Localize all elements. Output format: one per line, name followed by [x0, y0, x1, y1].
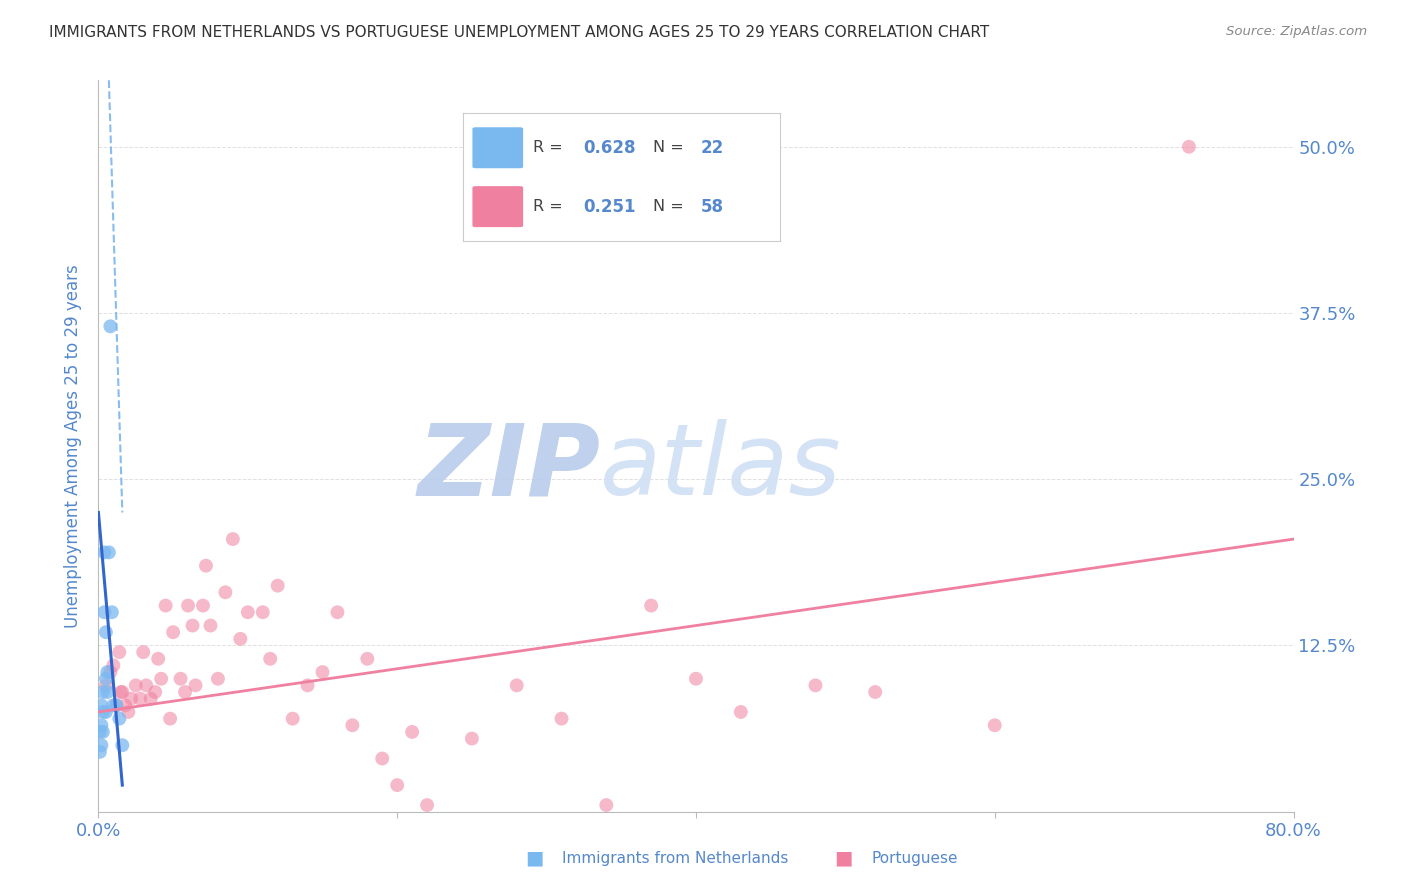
Point: [1178, 140, 1201, 154]
Point: [91, 685, 114, 699]
Point: [416, 798, 439, 813]
Point: [297, 678, 319, 692]
Point: [259, 652, 281, 666]
Text: ZIP: ZIP: [418, 419, 600, 516]
Point: [90, 738, 112, 752]
Point: [135, 678, 157, 692]
Point: [125, 678, 148, 692]
Text: Portuguese: Portuguese: [872, 851, 959, 865]
Point: [730, 705, 752, 719]
Point: [222, 532, 245, 546]
Text: atlas: atlas: [600, 419, 842, 516]
Point: [94, 705, 117, 719]
Point: [91, 725, 114, 739]
Point: [93, 605, 115, 619]
Point: [550, 712, 572, 726]
Point: [96, 685, 118, 699]
Y-axis label: Unemployment Among Ages 25 to 29 years: Unemployment Among Ages 25 to 29 years: [65, 264, 83, 628]
Point: [94, 625, 117, 640]
Point: [184, 678, 207, 692]
Point: [214, 585, 236, 599]
Point: [98, 665, 122, 679]
Point: [98, 319, 122, 334]
Text: ■: ■: [834, 848, 853, 868]
Point: [326, 605, 349, 619]
Point: [111, 685, 134, 699]
Point: [229, 632, 252, 646]
Point: [506, 678, 529, 692]
Point: [169, 672, 191, 686]
Point: [94, 672, 117, 686]
Point: [101, 605, 124, 619]
Point: [311, 665, 333, 679]
Point: [148, 652, 170, 666]
Point: [110, 685, 132, 699]
Point: [640, 599, 662, 613]
Point: [281, 712, 304, 726]
Point: [195, 558, 218, 573]
Point: [139, 691, 162, 706]
Point: [804, 678, 827, 692]
Point: [89, 725, 111, 739]
Point: [401, 725, 423, 739]
Point: [97, 545, 120, 559]
Point: [103, 658, 125, 673]
Point: [89, 745, 111, 759]
Point: [132, 645, 155, 659]
Point: [120, 691, 142, 706]
Point: [150, 672, 173, 686]
Point: [174, 685, 197, 699]
Text: Immigrants from Netherlands: Immigrants from Netherlands: [562, 851, 789, 865]
Point: [111, 738, 134, 752]
Point: [177, 599, 200, 613]
Point: [159, 712, 181, 726]
Point: [117, 705, 139, 719]
Point: [155, 599, 177, 613]
Point: [162, 625, 184, 640]
Text: IMMIGRANTS FROM NETHERLANDS VS PORTUGUESE UNEMPLOYMENT AMONG AGES 25 TO 29 YEARS: IMMIGRANTS FROM NETHERLANDS VS PORTUGUES…: [49, 25, 990, 40]
Point: [129, 691, 152, 706]
Point: [685, 672, 707, 686]
Point: [461, 731, 484, 746]
Point: [103, 698, 125, 713]
Point: [200, 618, 222, 632]
Point: [91, 705, 114, 719]
Point: [865, 685, 887, 699]
Point: [356, 652, 378, 666]
Point: [90, 718, 112, 732]
Point: [342, 718, 364, 732]
Point: [252, 605, 274, 619]
Point: [143, 685, 166, 699]
Point: [114, 698, 136, 713]
Point: [105, 698, 128, 713]
Point: [96, 665, 118, 679]
Point: [267, 579, 290, 593]
Text: Source: ZipAtlas.com: Source: ZipAtlas.com: [1226, 25, 1367, 38]
Point: [108, 712, 131, 726]
Point: [207, 672, 229, 686]
Point: [371, 751, 394, 765]
Point: [385, 778, 409, 792]
Point: [108, 645, 131, 659]
Point: [191, 599, 214, 613]
Point: [984, 718, 1007, 732]
Point: [181, 618, 204, 632]
Text: ■: ■: [524, 848, 544, 868]
Point: [595, 798, 617, 813]
Point: [94, 678, 117, 692]
Point: [93, 545, 115, 559]
Point: [236, 605, 259, 619]
Point: [105, 698, 128, 713]
Point: [90, 698, 112, 713]
